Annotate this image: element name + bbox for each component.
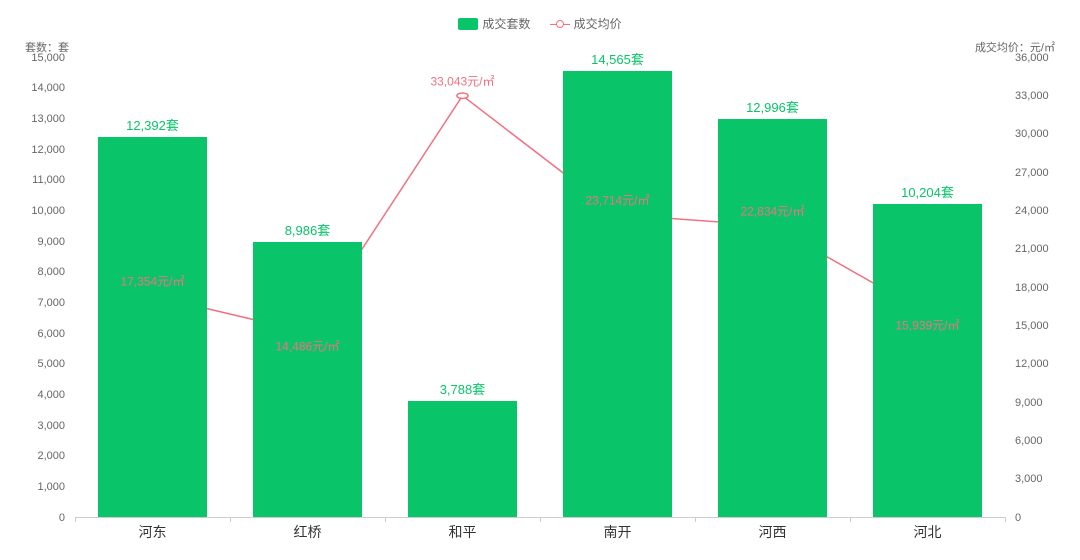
bar-group: 8,986套红桥	[230, 58, 385, 517]
bar[interactable]: 8,986套	[253, 242, 361, 517]
line-data-label: 14,486元/㎡	[275, 337, 339, 354]
x-tick	[850, 517, 851, 522]
y-right-tick: 0	[1015, 512, 1021, 524]
chart-area: 套数：套 成交均价：元/㎡ 01,0002,0003,0004,0005,000…	[20, 43, 1060, 543]
x-axis-label: 红桥	[230, 517, 385, 542]
bar-group: 3,788套和平	[385, 58, 540, 517]
bar[interactable]: 12,392套	[98, 137, 206, 516]
bar-group: 12,996套河西	[695, 58, 850, 517]
x-axis-label: 河东	[75, 517, 230, 542]
chart-container: 成交套数 成交均价 套数：套 成交均价：元/㎡ 01,0002,0003,000…	[0, 0, 1080, 560]
bar[interactable]: 10,204套	[873, 204, 981, 516]
x-tick	[230, 517, 231, 522]
x-axis-label: 南开	[540, 517, 695, 542]
y-left-tick: 13,000	[31, 113, 65, 125]
y-right-tick: 18,000	[1015, 282, 1049, 294]
y-right-tick: 3,000	[1015, 473, 1043, 485]
x-tick	[540, 517, 541, 522]
x-axis-label: 河西	[695, 517, 850, 542]
y-right-tick: 36,000	[1015, 52, 1049, 64]
y-axis-right: 03,0006,0009,00012,00015,00018,00021,000…	[1010, 58, 1060, 518]
bar-data-label: 12,996套	[718, 97, 826, 119]
y-left-tick: 11,000	[32, 174, 65, 186]
plot-area: 12,392套河东8,986套红桥3,788套和平14,565套南开12,996…	[75, 58, 1005, 518]
bar-data-label: 3,788套	[408, 379, 516, 401]
bar-group: 14,565套南开	[540, 58, 695, 517]
x-tick	[75, 517, 76, 522]
y-left-tick: 2,000	[37, 450, 65, 462]
y-left-tick: 0	[59, 512, 65, 524]
legend: 成交套数 成交均价	[20, 10, 1060, 38]
y-right-tick: 9,000	[1015, 397, 1043, 409]
bar-data-label: 8,986套	[253, 220, 361, 242]
y-right-tick: 6,000	[1015, 435, 1043, 447]
y-left-tick: 9,000	[37, 236, 65, 248]
bar[interactable]: 12,996套	[718, 119, 826, 517]
y-left-tick: 12,000	[31, 144, 65, 156]
y-left-tick: 15,000	[31, 52, 65, 64]
line-data-label: 22,834元/㎡	[740, 203, 804, 220]
legend-item-bar[interactable]: 成交套数	[458, 15, 530, 32]
x-axis-label: 河北	[850, 517, 1005, 542]
y-left-tick: 8,000	[37, 266, 65, 278]
y-right-tick: 27,000	[1015, 167, 1049, 179]
line-data-label: 15,939元/㎡	[895, 317, 959, 334]
bar-data-label: 12,392套	[98, 115, 206, 137]
x-tick	[385, 517, 386, 522]
line-data-label: 23,714元/㎡	[585, 192, 649, 209]
legend-line-swatch	[550, 18, 570, 30]
bar[interactable]: 14,565套	[563, 71, 671, 517]
line-data-label: 17,354元/㎡	[120, 273, 184, 290]
legend-bar-swatch	[458, 18, 478, 30]
y-right-tick: 33,000	[1015, 90, 1049, 102]
y-right-tick: 30,000	[1015, 128, 1049, 140]
y-right-tick: 21,000	[1015, 243, 1049, 255]
y-left-tick: 4,000	[37, 389, 65, 401]
bar-data-label: 14,565套	[563, 49, 671, 71]
y-left-tick: 1,000	[37, 481, 65, 493]
legend-bar-label: 成交套数	[482, 15, 530, 32]
y-right-tick: 12,000	[1015, 358, 1049, 370]
x-tick	[695, 517, 696, 522]
x-tick	[1005, 517, 1006, 522]
y-left-tick: 10,000	[31, 205, 65, 217]
y-left-tick: 5,000	[37, 358, 65, 370]
bar[interactable]: 3,788套	[408, 401, 516, 517]
y-axis-left: 01,0002,0003,0004,0005,0006,0007,0008,00…	[20, 58, 70, 518]
bar-group: 10,204套河北	[850, 58, 1005, 517]
y-left-tick: 3,000	[37, 420, 65, 432]
line-data-label: 33,043元/㎡	[430, 73, 494, 90]
y-left-tick: 6,000	[37, 328, 65, 340]
y-left-tick: 14,000	[31, 82, 65, 94]
legend-item-line[interactable]: 成交均价	[550, 15, 622, 32]
y-left-tick: 7,000	[37, 297, 65, 309]
x-axis-label: 和平	[385, 517, 540, 542]
bar-data-label: 10,204套	[873, 182, 981, 204]
legend-line-label: 成交均价	[574, 15, 622, 32]
y-right-tick: 24,000	[1015, 205, 1049, 217]
y-right-tick: 15,000	[1015, 320, 1049, 332]
